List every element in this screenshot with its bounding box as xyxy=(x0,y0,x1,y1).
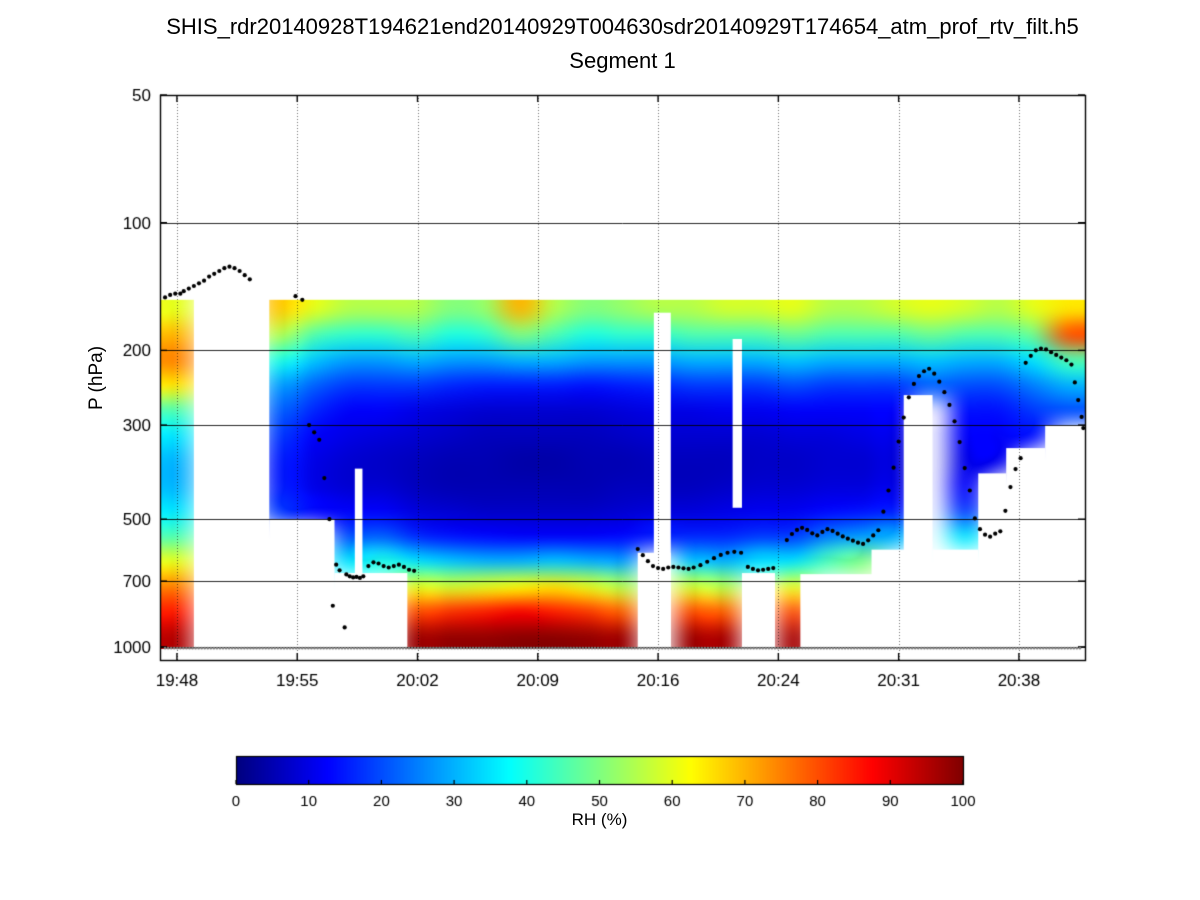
y-axis-label: P (hPa) xyxy=(86,345,107,411)
figure-title: SHIS_rdr20140928T194621end20140929T00463… xyxy=(166,14,1079,39)
colorbar-label: RH (%) xyxy=(571,810,628,829)
figure-subtitle: Segment 1 xyxy=(569,48,676,73)
figure-titles: SHIS_rdr20140928T194621end20140929T00463… xyxy=(160,14,1085,74)
